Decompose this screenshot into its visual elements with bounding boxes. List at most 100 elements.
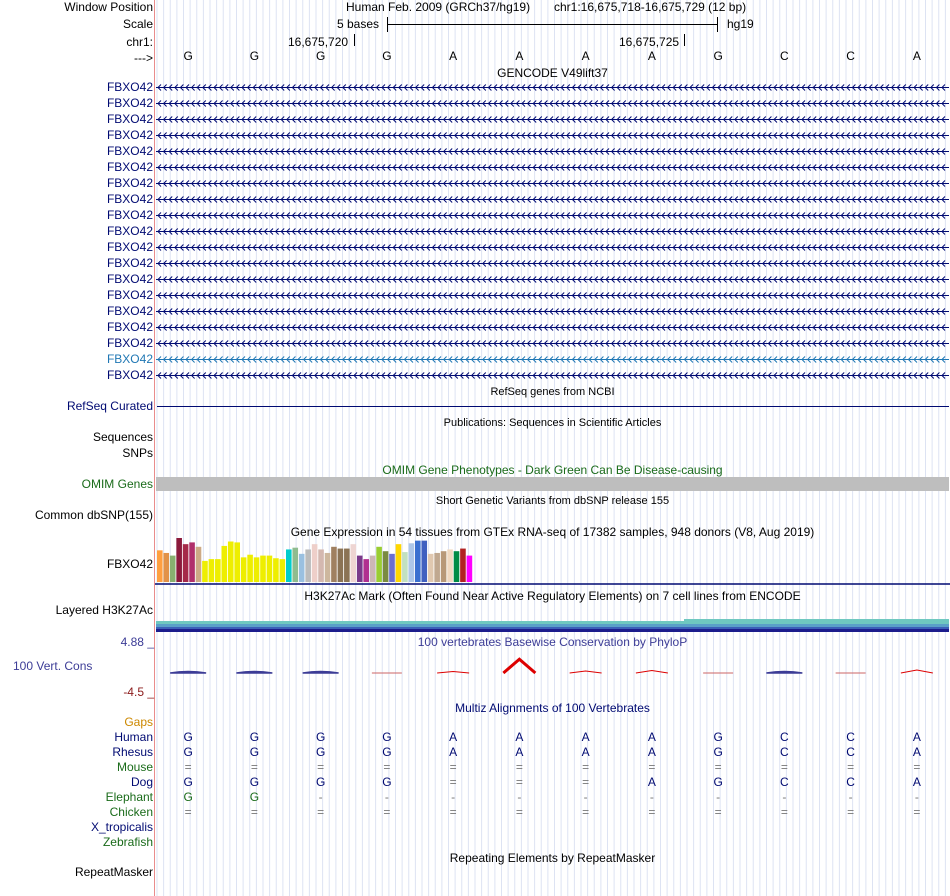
gencode-gene-label[interactable]: FBXO42 bbox=[106, 240, 153, 254]
strand-arrows bbox=[157, 132, 946, 139]
gtex-tissue-bar bbox=[260, 555, 266, 582]
gencode-transcript-row[interactable] bbox=[156, 224, 949, 240]
multiz-aligned-base: G bbox=[249, 790, 260, 804]
gencode-transcript-row[interactable] bbox=[156, 352, 949, 368]
omim-gene-bar[interactable] bbox=[156, 477, 949, 491]
multiz-species-label[interactable]: Elephant bbox=[105, 790, 153, 804]
gtex-tissue-bar bbox=[415, 540, 421, 582]
strand-arrows bbox=[157, 260, 946, 267]
gencode-transcript-row[interactable] bbox=[156, 112, 949, 128]
dbsnp-track-title[interactable]: Short Genetic Variants from dbSNP releas… bbox=[435, 495, 670, 507]
dbsnp-track-label[interactable]: Common dbSNP(155) bbox=[34, 508, 153, 522]
repeatmasker-track-title[interactable]: Repeating Elements by RepeatMasker bbox=[449, 851, 656, 865]
gencode-transcript-row[interactable] bbox=[156, 96, 949, 112]
gencode-gene-label[interactable]: FBXO42 bbox=[106, 112, 153, 126]
refseq-gene-line[interactable] bbox=[157, 406, 949, 407]
gtex-bar-chart[interactable] bbox=[155, 538, 950, 586]
multiz-species-label[interactable]: Human bbox=[114, 730, 153, 744]
h3k27ac-layer-5 bbox=[156, 629, 949, 632]
coord-label-2: 16,675,725 bbox=[619, 35, 680, 49]
gencode-transcript-row[interactable] bbox=[156, 272, 949, 288]
multiz-species-label[interactable]: Dog bbox=[130, 775, 153, 789]
gencode-gene-label[interactable]: FBXO42 bbox=[106, 128, 153, 142]
multiz-aligned-base: - bbox=[782, 790, 787, 804]
gencode-gene-label[interactable]: FBXO42 bbox=[106, 272, 153, 286]
gtex-tissue-bar bbox=[279, 559, 286, 582]
gencode-gene-label[interactable]: FBXO42 bbox=[106, 208, 153, 222]
gencode-gene-label[interactable]: FBXO42 bbox=[106, 80, 153, 94]
assembly-short: hg19 bbox=[727, 17, 754, 31]
omim-track-label[interactable]: OMIM Genes bbox=[81, 477, 153, 491]
gencode-transcript-row[interactable] bbox=[156, 80, 949, 96]
phylop-track-title[interactable]: 100 vertebrates Basewise Conservation by… bbox=[417, 635, 688, 649]
gencode-gene-label[interactable]: FBXO42 bbox=[106, 288, 153, 302]
gencode-gene-label[interactable]: FBXO42 bbox=[106, 368, 153, 382]
publications-sequences-label[interactable]: Sequences bbox=[92, 430, 153, 444]
gtex-track-label[interactable]: FBXO42 bbox=[106, 557, 153, 571]
gtex-tissue-bar bbox=[311, 544, 318, 582]
multiz-aligned-base: - bbox=[914, 790, 919, 804]
multiz-aligned-base: = bbox=[449, 760, 457, 774]
phylop-track-label[interactable]: 100 Vert. Cons bbox=[13, 659, 93, 673]
repeatmasker-track-label[interactable]: RepeatMasker bbox=[74, 865, 153, 879]
multiz-track-title[interactable]: Multiz Alignments of 100 Vertebrates bbox=[455, 701, 650, 715]
gencode-gene-label[interactable]: FBXO42 bbox=[106, 256, 153, 270]
h3k27ac-signal[interactable] bbox=[156, 619, 949, 633]
gencode-transcript-row[interactable] bbox=[156, 208, 949, 224]
gencode-transcript-row[interactable] bbox=[156, 128, 949, 144]
multiz-aligned-base: = bbox=[515, 760, 523, 774]
h3k27ac-track-label[interactable]: Layered H3K27Ac bbox=[55, 603, 153, 617]
sequence-base: A bbox=[912, 49, 921, 63]
gencode-transcript-row[interactable] bbox=[156, 288, 949, 304]
publications-track-title[interactable]: Publications: Sequences in Scientific Ar… bbox=[443, 417, 662, 429]
gencode-transcript-row[interactable] bbox=[156, 320, 949, 336]
multiz-aligned-base: = bbox=[449, 805, 457, 819]
gencode-gene-label[interactable]: FBXO42 bbox=[106, 144, 153, 158]
multiz-aligned-base: G bbox=[315, 730, 326, 744]
gencode-transcript-row[interactable] bbox=[156, 144, 949, 160]
coord-label-1: 16,675,720 bbox=[288, 35, 349, 49]
multiz-species-label[interactable]: Zebrafish bbox=[102, 835, 153, 849]
refseq-track-title[interactable]: RefSeq genes from NCBI bbox=[490, 386, 615, 398]
gtex-tissue-bar bbox=[253, 557, 260, 582]
gencode-transcript-row[interactable] bbox=[156, 256, 949, 272]
gencode-transcript-row[interactable] bbox=[156, 160, 949, 176]
omim-track-title[interactable]: OMIM Gene Phenotypes - Dark Green Can Be… bbox=[382, 463, 723, 477]
multiz-aligned-base: A bbox=[449, 745, 458, 759]
gencode-gene-label[interactable]: FBXO42 bbox=[106, 304, 153, 318]
multiz-gaps-label: Gaps bbox=[124, 715, 153, 729]
gencode-transcript-row[interactable] bbox=[156, 304, 949, 320]
multiz-species-label[interactable]: Mouse bbox=[116, 760, 153, 774]
multiz-species-label[interactable]: Chicken bbox=[109, 805, 153, 819]
gencode-gene-label[interactable]: FBXO42 bbox=[106, 160, 153, 174]
gencode-gene-label[interactable]: FBXO42 bbox=[106, 176, 153, 190]
gencode-track-title[interactable]: GENCODE V49lift37 bbox=[497, 66, 608, 80]
gencode-transcript-row[interactable] bbox=[156, 368, 949, 384]
h3k27ac-track-title[interactable]: H3K27Ac Mark (Often Found Near Active Re… bbox=[304, 589, 801, 603]
gencode-transcript-row[interactable] bbox=[156, 192, 949, 208]
gtex-tissue-bar bbox=[427, 553, 434, 582]
gencode-transcript-row[interactable] bbox=[156, 176, 949, 192]
gencode-gene-label[interactable]: FBXO42 bbox=[106, 224, 153, 238]
gencode-gene-label[interactable]: FBXO42 bbox=[106, 352, 153, 366]
sequence-base: G bbox=[382, 49, 392, 63]
phylop-value-mark bbox=[569, 670, 602, 674]
gtex-tissue-bar bbox=[163, 552, 170, 582]
gencode-gene-label[interactable]: FBXO42 bbox=[106, 96, 153, 110]
phylop-signal[interactable] bbox=[155, 648, 950, 696]
phylop-value-mark bbox=[170, 670, 207, 674]
gencode-gene-label[interactable]: FBXO42 bbox=[106, 192, 153, 206]
refseq-track-label[interactable]: RefSeq Curated bbox=[66, 399, 153, 413]
gencode-transcript-row[interactable] bbox=[156, 336, 949, 352]
gtex-track-title[interactable]: Gene Expression in 54 tissues from GTEx … bbox=[290, 525, 815, 539]
publications-snps-label[interactable]: SNPs bbox=[122, 446, 153, 460]
sequence-base: G bbox=[713, 49, 723, 63]
gtex-tissue-bar bbox=[305, 549, 311, 582]
multiz-species-label[interactable]: Rhesus bbox=[112, 745, 153, 759]
multiz-species-label[interactable]: X_tropicalis bbox=[90, 820, 153, 834]
gencode-transcript-row[interactable] bbox=[156, 240, 949, 256]
gencode-gene-label[interactable]: FBXO42 bbox=[106, 336, 153, 350]
multiz-aligned-base: A bbox=[647, 730, 656, 744]
sequence-base: G bbox=[315, 49, 326, 63]
gencode-gene-label[interactable]: FBXO42 bbox=[106, 320, 153, 334]
